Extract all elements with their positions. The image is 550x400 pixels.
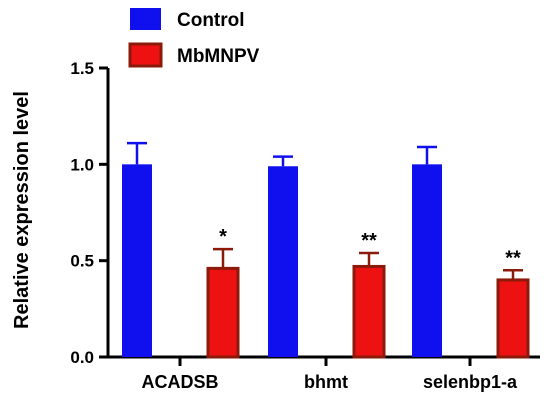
bar-control [268, 166, 298, 357]
y-axis: 0.0 0.5 1.0 1.5 [70, 59, 110, 367]
error-bars-group [127, 141, 523, 280]
category-label: ACADSB [141, 372, 218, 392]
category-labels: ACADSB bhmt selenbp1-a [141, 372, 518, 392]
bars-group [122, 164, 530, 359]
x-axis [108, 355, 540, 366]
legend-swatch-control [130, 8, 161, 30]
bar-mbmnpv [496, 278, 530, 359]
legend: Control MbMNPV [128, 8, 260, 68]
bar-control [412, 164, 442, 357]
legend-label-mbmnpv: MbMNPV [177, 46, 260, 67]
bar-control [122, 164, 152, 357]
legend-swatch-mbmnpv [128, 42, 163, 68]
y-tick-label: 1.0 [70, 155, 94, 174]
significance-label: ** [505, 247, 521, 269]
significance-label: * [219, 226, 227, 248]
y-tick-label: 0.5 [70, 252, 94, 271]
y-tick-label: 1.5 [70, 59, 94, 78]
significance-label: ** [361, 230, 377, 252]
category-label: selenbp1-a [423, 372, 518, 392]
category-label: bhmt [304, 372, 348, 392]
legend-label-control: Control [177, 10, 245, 31]
bar-mbmnpv [206, 266, 240, 359]
significance-group: * **** [219, 226, 521, 269]
y-axis-title: Relative expression level [11, 91, 33, 329]
bar-mbmnpv [352, 264, 386, 359]
y-tick-label: 0.0 [70, 348, 94, 367]
